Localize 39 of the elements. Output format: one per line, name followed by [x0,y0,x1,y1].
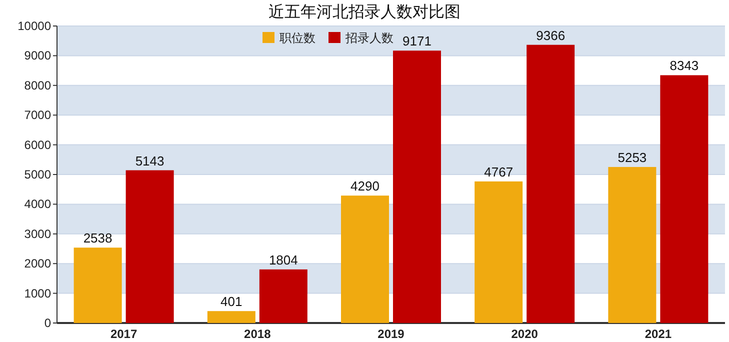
y-tick-label: 8000 [24,78,52,92]
bar [74,248,122,323]
y-tick-label: 2000 [24,256,52,271]
bar [526,44,575,323]
bar [474,181,523,323]
x-tick-label: 2020 [511,327,538,341]
y-tick-label: 10000 [18,19,52,33]
data-label: 9171 [402,34,432,49]
data-label: 401 [220,294,242,310]
data-label: 4767 [484,164,514,180]
y-tick-label: 4000 [24,197,52,212]
y-tick-label: 3000 [24,226,52,241]
data-label: 5253 [618,150,647,165]
y-tick-label: 1000 [24,286,52,300]
x-tick-label: 2018 [244,327,272,341]
legend-label: 职位数 [280,31,316,45]
bar [126,170,174,323]
chart-title: 近五年河北招录人数对比图 [268,3,460,21]
bar [259,269,308,323]
y-tick-label: 0 [44,316,52,330]
bar [660,75,708,323]
bar [608,166,656,323]
bar [393,50,441,323]
legend-label: 招录人数 [344,31,394,45]
x-tick-label: 2019 [378,327,405,341]
data-label: 2538 [83,230,112,246]
bar [341,196,389,323]
data-label: 8343 [670,58,699,74]
data-label: 9366 [536,28,566,43]
data-label: 1804 [268,252,298,268]
data-label: 5143 [135,153,164,168]
data-label: 4290 [350,178,380,194]
y-tick-label: 5000 [24,168,52,182]
x-tick-label: 2021 [644,327,672,341]
x-tick-label: 2017 [110,327,138,341]
y-tick-label: 6000 [24,138,52,152]
y-tick-label: 9000 [24,48,52,63]
y-tick-label: 7000 [24,108,52,122]
bar [207,311,256,323]
